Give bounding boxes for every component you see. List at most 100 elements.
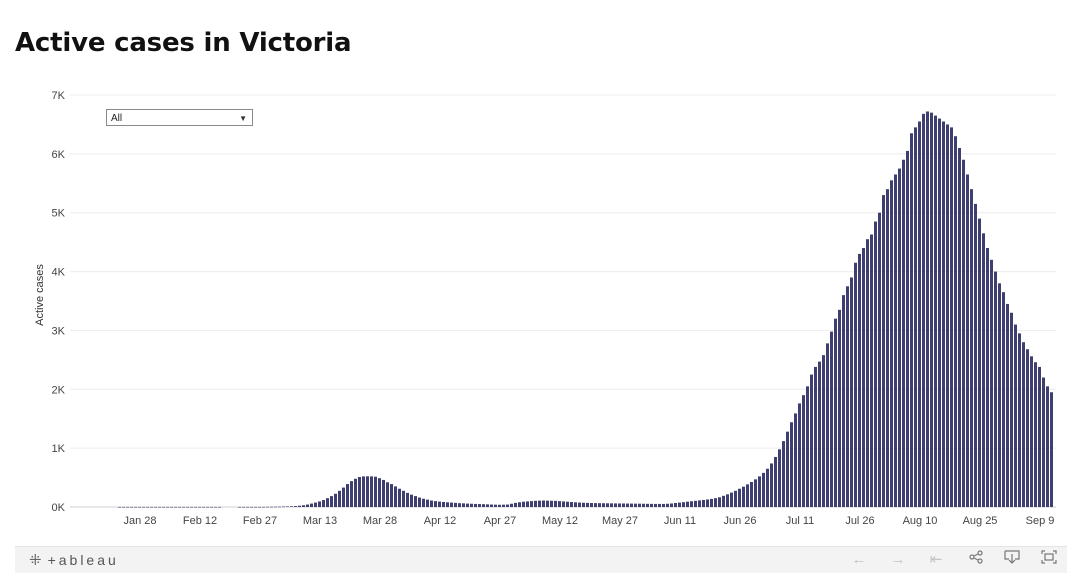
bar[interactable] bbox=[454, 502, 457, 507]
bar[interactable] bbox=[1014, 324, 1017, 507]
bar[interactable] bbox=[914, 127, 917, 507]
bar[interactable] bbox=[978, 218, 981, 507]
bar[interactable] bbox=[1018, 333, 1021, 507]
bar[interactable] bbox=[682, 502, 685, 507]
bar[interactable] bbox=[798, 403, 801, 507]
bar[interactable] bbox=[142, 506, 145, 508]
bar[interactable] bbox=[858, 253, 861, 507]
bar[interactable] bbox=[658, 503, 661, 507]
bar[interactable] bbox=[326, 498, 329, 507]
bar[interactable] bbox=[714, 498, 717, 507]
bar[interactable] bbox=[382, 479, 385, 507]
bar[interactable] bbox=[338, 490, 341, 507]
bar[interactable] bbox=[258, 506, 261, 508]
bar[interactable] bbox=[662, 503, 665, 507]
bar[interactable] bbox=[1010, 312, 1013, 507]
bar[interactable] bbox=[850, 277, 853, 507]
bar[interactable] bbox=[1046, 386, 1049, 507]
bar[interactable] bbox=[666, 503, 669, 507]
bar[interactable] bbox=[530, 501, 533, 507]
bar[interactable] bbox=[502, 504, 505, 507]
bar[interactable] bbox=[378, 478, 381, 507]
bar[interactable] bbox=[202, 506, 205, 508]
bar[interactable] bbox=[206, 506, 209, 508]
bar[interactable] bbox=[874, 221, 877, 508]
bar[interactable] bbox=[282, 506, 285, 508]
bar[interactable] bbox=[690, 501, 693, 507]
bar[interactable] bbox=[686, 501, 689, 507]
bar[interactable] bbox=[962, 159, 965, 507]
bar[interactable] bbox=[654, 503, 657, 507]
bar[interactable] bbox=[954, 136, 957, 507]
bar[interactable] bbox=[918, 121, 921, 508]
bar[interactable] bbox=[710, 498, 713, 507]
tableau-logo[interactable]: ⁜ +ableau bbox=[29, 551, 119, 569]
bar[interactable] bbox=[990, 259, 993, 507]
bar[interactable] bbox=[822, 355, 825, 507]
bar[interactable] bbox=[334, 493, 337, 507]
bar[interactable] bbox=[770, 463, 773, 507]
bar[interactable] bbox=[1026, 349, 1029, 507]
bar[interactable] bbox=[1042, 377, 1045, 507]
bar[interactable] bbox=[526, 501, 529, 507]
bar[interactable] bbox=[786, 431, 789, 507]
bar[interactable] bbox=[870, 234, 873, 508]
bar[interactable] bbox=[1006, 303, 1009, 507]
bar[interactable] bbox=[866, 239, 869, 507]
bar[interactable] bbox=[1002, 292, 1005, 507]
bar[interactable] bbox=[370, 476, 373, 507]
fullscreen-icon[interactable] bbox=[1038, 550, 1060, 570]
bar[interactable] bbox=[862, 248, 865, 507]
bar[interactable] bbox=[430, 500, 433, 507]
bar[interactable] bbox=[762, 472, 765, 507]
bar[interactable] bbox=[790, 422, 793, 507]
bar[interactable] bbox=[578, 502, 581, 507]
bar[interactable] bbox=[546, 500, 549, 507]
bar[interactable] bbox=[194, 506, 197, 508]
bar[interactable] bbox=[322, 500, 325, 507]
bar[interactable] bbox=[550, 500, 553, 507]
bar[interactable] bbox=[558, 501, 561, 507]
bar[interactable] bbox=[470, 503, 473, 507]
bar[interactable] bbox=[826, 343, 829, 507]
bar[interactable] bbox=[126, 506, 129, 508]
bar[interactable] bbox=[242, 506, 245, 508]
bar[interactable] bbox=[122, 506, 125, 508]
bar[interactable] bbox=[422, 498, 425, 507]
bar[interactable] bbox=[1022, 342, 1025, 507]
bar[interactable] bbox=[238, 506, 241, 508]
bar[interactable] bbox=[298, 505, 301, 507]
bar[interactable] bbox=[138, 506, 141, 508]
bar[interactable] bbox=[910, 133, 913, 507]
bar[interactable] bbox=[254, 506, 257, 508]
bar[interactable] bbox=[574, 502, 577, 507]
bar[interactable] bbox=[610, 503, 613, 507]
bar[interactable] bbox=[402, 490, 405, 507]
bar[interactable] bbox=[594, 503, 597, 507]
bar[interactable] bbox=[898, 168, 901, 507]
bar[interactable] bbox=[478, 504, 481, 507]
bar[interactable] bbox=[366, 476, 369, 507]
bar[interactable] bbox=[746, 484, 749, 507]
bar[interactable] bbox=[466, 503, 469, 507]
bar[interactable] bbox=[646, 503, 649, 507]
bar[interactable] bbox=[354, 478, 357, 507]
bar[interactable] bbox=[998, 283, 1001, 507]
bar[interactable] bbox=[638, 503, 641, 507]
bar[interactable] bbox=[842, 295, 845, 507]
bar[interactable] bbox=[766, 468, 769, 507]
bar[interactable] bbox=[446, 502, 449, 507]
bar[interactable] bbox=[342, 487, 345, 507]
bar[interactable] bbox=[758, 476, 761, 507]
bar[interactable] bbox=[510, 503, 513, 507]
bar[interactable] bbox=[794, 413, 797, 507]
bar[interactable] bbox=[250, 506, 253, 508]
bar[interactable] bbox=[386, 482, 389, 507]
bar[interactable] bbox=[458, 503, 461, 507]
bar[interactable] bbox=[398, 488, 401, 507]
bar[interactable] bbox=[486, 504, 489, 507]
bar[interactable] bbox=[390, 484, 393, 507]
bar[interactable] bbox=[1034, 362, 1037, 507]
bar[interactable] bbox=[274, 506, 277, 508]
bar[interactable] bbox=[878, 212, 881, 507]
